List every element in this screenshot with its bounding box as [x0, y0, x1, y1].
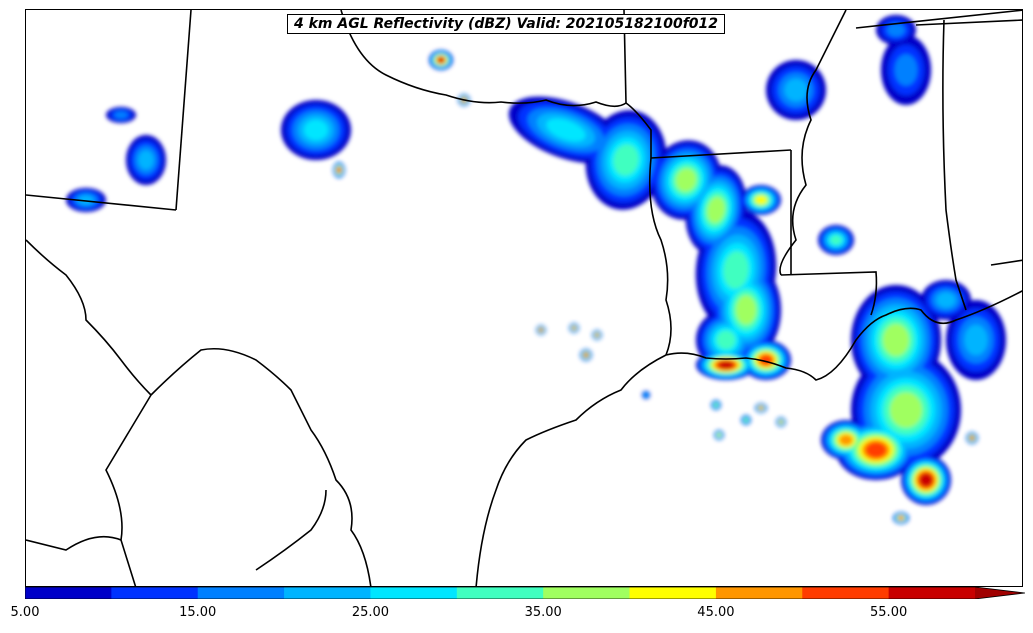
reflectivity-cell [882, 323, 910, 357]
reflectivity-cell [936, 292, 956, 308]
colorbar-segment [629, 587, 717, 599]
reflectivity-cell [303, 119, 329, 141]
colorbar-segment [715, 587, 803, 599]
reflectivity-cell [718, 361, 734, 369]
reflectivity-cell [114, 111, 128, 119]
colorbar-extend-arrow [975, 587, 1025, 599]
colorbar-tick-label: 55.00 [870, 605, 908, 620]
colorbar-segment [197, 587, 285, 599]
reflectivity-cell [584, 353, 588, 357]
reflectivity-cell [138, 150, 154, 170]
colorbar-tick-label: 15.00 [179, 605, 217, 620]
map-title: 4 km AGL Reflectivity (dBZ) Valid: 20210… [287, 14, 726, 34]
colorbar-segment [888, 587, 976, 599]
reflectivity-cell [714, 403, 718, 407]
colorbar-segment [802, 587, 890, 599]
reflectivity-field [66, 15, 1006, 524]
reflectivity-cell [78, 195, 94, 205]
reflectivity-cell [706, 196, 726, 224]
reflectivity-cell [735, 295, 757, 325]
reflectivity-cell [613, 144, 639, 176]
colorbar-segment [456, 587, 544, 599]
reflectivity-cell [437, 57, 445, 63]
colorbar-segment [111, 587, 199, 599]
reflectivity-cell [546, 118, 586, 142]
reflectivity-cell [779, 420, 783, 424]
reflectivity-cell [919, 473, 933, 487]
reflectivity-cell [865, 442, 887, 458]
reflectivity-cell [894, 54, 918, 86]
reflectivity-cell [830, 235, 842, 245]
colorbar-segment [25, 587, 112, 599]
map-canvas [26, 10, 1022, 586]
colorbar-segment [284, 587, 371, 599]
reflectivity-cell [886, 23, 906, 37]
reflectivity-cell [539, 328, 543, 332]
reflectivity-cell [839, 434, 853, 446]
colorbar-segment [370, 587, 458, 599]
reflectivity-cell [717, 433, 721, 437]
reflectivity-cell [337, 167, 341, 173]
colorbar-segment [543, 587, 631, 599]
reflectivity-cell [759, 406, 763, 410]
colorbar-tick-label: 35.00 [524, 605, 562, 620]
reflectivity-cell [716, 330, 736, 350]
reflectivity-cell [744, 418, 748, 422]
colorbar-tick-label: 5.00 [10, 605, 40, 620]
reflectivity-cell [889, 392, 923, 428]
boundary-lines [26, 10, 1022, 586]
reflectivity-cell [572, 326, 576, 330]
reflectivity-cell [644, 393, 648, 397]
reflectivity-cell [675, 168, 697, 192]
colorbar-tick-label: 45.00 [697, 605, 735, 620]
colorbar-tick-label: 25.00 [351, 605, 390, 620]
reflectivity-map [25, 9, 1023, 587]
reflectivity-cell [723, 251, 749, 289]
reflectivity-cell [755, 195, 767, 205]
reflectivity-cell [898, 516, 904, 520]
reflectivity-cell [595, 333, 599, 337]
reflectivity-cell [970, 436, 974, 440]
colorbar [25, 587, 1025, 599]
reflectivity-cell [964, 324, 988, 356]
reflectivity-cell [784, 78, 808, 102]
